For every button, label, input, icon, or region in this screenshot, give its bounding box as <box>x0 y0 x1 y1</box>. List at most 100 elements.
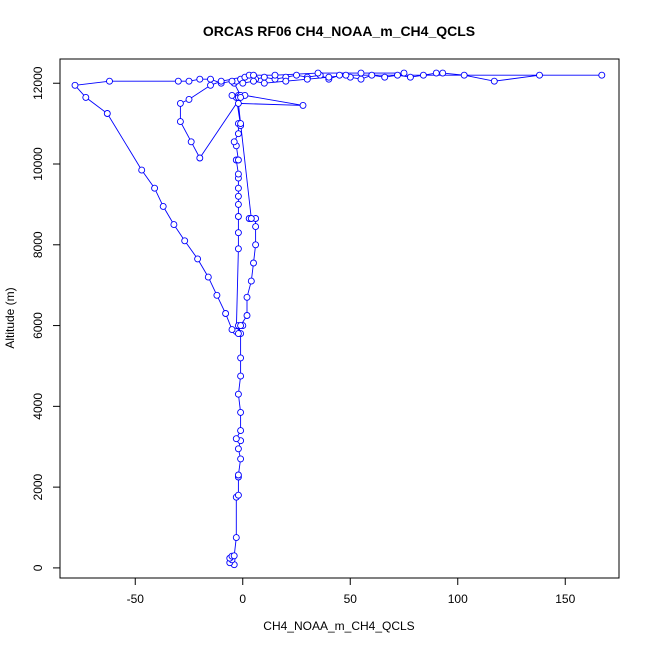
data-point <box>234 170 242 178</box>
data-point <box>406 73 414 81</box>
data-point <box>234 229 242 237</box>
data-point <box>234 213 242 220</box>
data-point <box>250 259 257 267</box>
data-point <box>217 77 225 85</box>
data-point <box>207 75 214 83</box>
data-point <box>234 99 242 107</box>
x-tick-label: 100 <box>448 592 468 606</box>
data-point <box>271 71 279 79</box>
data-point <box>325 73 333 81</box>
data-point <box>103 110 111 117</box>
data-point <box>176 99 184 107</box>
data-point <box>260 73 268 81</box>
data-point <box>181 237 189 245</box>
data-point <box>357 69 365 77</box>
data-point <box>174 77 182 85</box>
data-point <box>159 202 167 210</box>
y-tick-label: 2000 <box>31 473 45 500</box>
data-point <box>490 77 498 85</box>
data-point <box>170 221 178 229</box>
y-tick-label: 8000 <box>31 231 45 258</box>
x-tick-label: 50 <box>344 592 358 606</box>
data-point <box>234 130 242 138</box>
data-point <box>196 154 204 162</box>
data-point <box>234 184 242 192</box>
data-point <box>230 552 238 560</box>
data-point <box>234 445 242 453</box>
data-point <box>234 200 242 208</box>
data-point <box>207 81 214 89</box>
data-point <box>357 75 365 83</box>
data-point <box>314 69 322 77</box>
x-axis-label: CH4_NOAA_m_CH4_QCLS <box>263 619 414 633</box>
data-point <box>250 77 257 85</box>
data-point <box>234 192 242 200</box>
x-tick-label: 0 <box>239 592 246 606</box>
data-point <box>239 79 247 87</box>
data-point <box>536 71 543 79</box>
y-tick-label: 12000 <box>31 66 45 100</box>
data-point <box>250 71 257 79</box>
data-point <box>336 71 343 79</box>
data-point <box>237 322 245 330</box>
data-point <box>460 71 468 79</box>
data-point <box>299 101 307 109</box>
data-point <box>419 71 427 79</box>
x-tick-label: -50 <box>127 592 145 606</box>
data-point <box>394 71 401 79</box>
data-point <box>228 77 236 85</box>
y-axis: 0 2000 4000 6000 8000 10000 12000 <box>31 66 61 571</box>
data-point <box>187 138 195 146</box>
data-point <box>234 245 242 253</box>
data-point <box>204 273 212 281</box>
data-point <box>400 69 408 77</box>
data-point <box>138 166 146 174</box>
data-point <box>237 408 245 416</box>
y-tick-label: 10000 <box>31 147 45 181</box>
y-tick-label: 0 <box>31 564 45 571</box>
data-point <box>151 184 159 192</box>
data-point <box>252 223 260 231</box>
data-point <box>247 277 255 285</box>
data-point <box>598 71 606 79</box>
data-point <box>232 534 240 542</box>
data-point <box>237 372 245 380</box>
data-point <box>194 255 202 263</box>
data-point <box>252 241 260 249</box>
plot-frame <box>59 58 620 579</box>
x-axis: -50 0 50 100 150 <box>127 577 576 606</box>
data-point <box>247 215 255 222</box>
data-point <box>237 455 245 463</box>
data-point <box>176 118 184 126</box>
y-axis-label: Altitude (m) <box>3 287 17 348</box>
data-point <box>106 77 113 85</box>
y-tick-label: 6000 <box>31 312 45 339</box>
data-point <box>260 79 268 87</box>
data-point <box>234 491 242 499</box>
y-tick-label: 4000 <box>31 393 45 420</box>
data-point <box>237 427 245 435</box>
data-point <box>82 93 90 101</box>
data-point <box>71 81 79 89</box>
data-point <box>228 326 236 334</box>
x-tick-label: 150 <box>555 592 575 606</box>
data-point <box>228 91 236 99</box>
data-point <box>222 310 230 317</box>
data-point <box>196 75 204 83</box>
series-line <box>74 72 602 566</box>
data-point <box>185 95 193 103</box>
data-point <box>237 120 245 128</box>
series-layer <box>71 69 606 569</box>
data-point <box>368 71 376 79</box>
data-point <box>243 293 251 301</box>
data-point <box>439 69 447 77</box>
data-point <box>293 71 300 79</box>
data-point <box>303 75 311 83</box>
data-point <box>234 390 242 398</box>
data-point <box>232 435 240 443</box>
data-point <box>432 69 440 77</box>
data-point <box>243 312 251 319</box>
chart-title: ORCAS RF06 CH4_NOAA_m_CH4_QCLS <box>203 23 475 39</box>
data-point <box>282 77 290 85</box>
